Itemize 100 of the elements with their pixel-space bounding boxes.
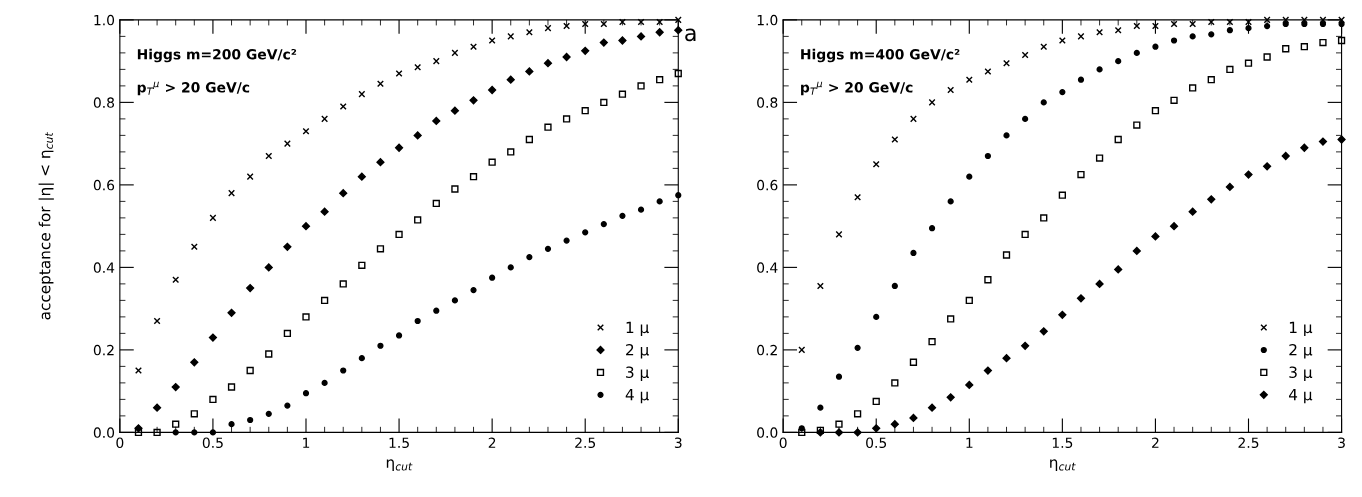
text: a <box>685 28 696 42</box>
point <box>675 192 682 199</box>
point <box>134 428 143 437</box>
x-tick-label: 0 <box>116 437 124 448</box>
point <box>834 428 844 437</box>
point <box>1226 27 1233 34</box>
point <box>1188 207 1197 216</box>
point <box>853 428 862 437</box>
point <box>891 282 898 290</box>
point <box>433 307 440 314</box>
point <box>376 245 385 253</box>
legend-label: 3 μ <box>1289 366 1313 381</box>
point <box>1114 265 1123 274</box>
point <box>1133 121 1141 129</box>
point <box>798 346 806 354</box>
point <box>618 18 626 26</box>
x-axis-title: η$_{cut}$ <box>1050 459 1076 471</box>
point <box>1040 214 1048 222</box>
point <box>656 198 663 205</box>
point <box>358 355 365 362</box>
point <box>1169 222 1179 231</box>
point <box>562 115 571 123</box>
point <box>600 220 607 228</box>
point <box>891 379 899 387</box>
point <box>984 276 992 284</box>
point <box>872 160 880 168</box>
point <box>1170 96 1178 104</box>
x-tick-label: 1 <box>966 437 973 448</box>
y-tick-label: 0.2 <box>93 344 114 356</box>
annotation: p$_{T}$$^{μ}$ > 20 GeV/c <box>801 81 913 96</box>
x-tick-label: 0.5 <box>202 437 223 448</box>
point <box>1226 65 1234 74</box>
point <box>1264 22 1271 30</box>
point <box>209 429 217 436</box>
point <box>543 59 553 68</box>
point <box>1132 246 1141 255</box>
point <box>1207 195 1216 204</box>
point <box>283 242 292 251</box>
point <box>581 106 589 115</box>
point <box>947 86 955 94</box>
y-axis-title: acceptance for |η| < η$_{cut}$ <box>38 132 54 320</box>
point <box>1115 58 1122 65</box>
point <box>1022 115 1029 122</box>
point <box>817 404 824 411</box>
point <box>890 420 899 429</box>
x-tick-label: 0.5 <box>866 437 887 448</box>
y-tick-label: 0.4 <box>93 262 115 273</box>
point <box>1263 53 1271 61</box>
point <box>965 296 973 305</box>
point <box>637 82 645 90</box>
point <box>1058 310 1067 319</box>
point <box>209 214 217 222</box>
point <box>172 276 180 284</box>
point <box>674 16 682 24</box>
point <box>190 410 198 418</box>
point <box>1208 31 1215 38</box>
legend-label: 1 μ <box>626 321 649 337</box>
point <box>984 67 992 75</box>
x-tick-label: 1.5 <box>1052 437 1073 448</box>
point <box>247 416 254 424</box>
point <box>1170 37 1178 44</box>
point <box>618 90 627 98</box>
point <box>619 212 626 219</box>
point <box>488 85 497 95</box>
point <box>1095 279 1104 288</box>
point <box>321 379 328 386</box>
point <box>946 393 955 402</box>
point <box>656 76 664 84</box>
point <box>947 198 954 205</box>
point <box>488 158 496 166</box>
point <box>432 199 440 208</box>
point <box>1003 132 1010 139</box>
point <box>358 261 366 269</box>
point <box>414 216 422 224</box>
point <box>339 280 347 288</box>
x-tick-label: 2 <box>1152 437 1159 448</box>
point <box>246 283 255 293</box>
point <box>1244 170 1253 179</box>
point <box>413 131 422 140</box>
point <box>600 98 608 107</box>
point <box>470 286 477 294</box>
point <box>1245 25 1252 32</box>
point <box>928 225 936 232</box>
point <box>1096 66 1103 73</box>
point <box>581 46 590 55</box>
point <box>1077 76 1085 83</box>
y-tick-label: 0.8 <box>757 97 778 108</box>
point <box>301 222 311 231</box>
point <box>489 274 496 281</box>
point <box>655 28 664 37</box>
point <box>246 173 254 181</box>
point <box>1114 135 1122 144</box>
point <box>525 28 533 36</box>
point <box>636 32 646 41</box>
point <box>835 230 843 238</box>
point <box>835 420 843 428</box>
point <box>302 313 310 321</box>
x-tick-label: 2 <box>488 437 496 448</box>
point <box>507 148 515 156</box>
x-tick-label: 0 <box>779 437 787 448</box>
